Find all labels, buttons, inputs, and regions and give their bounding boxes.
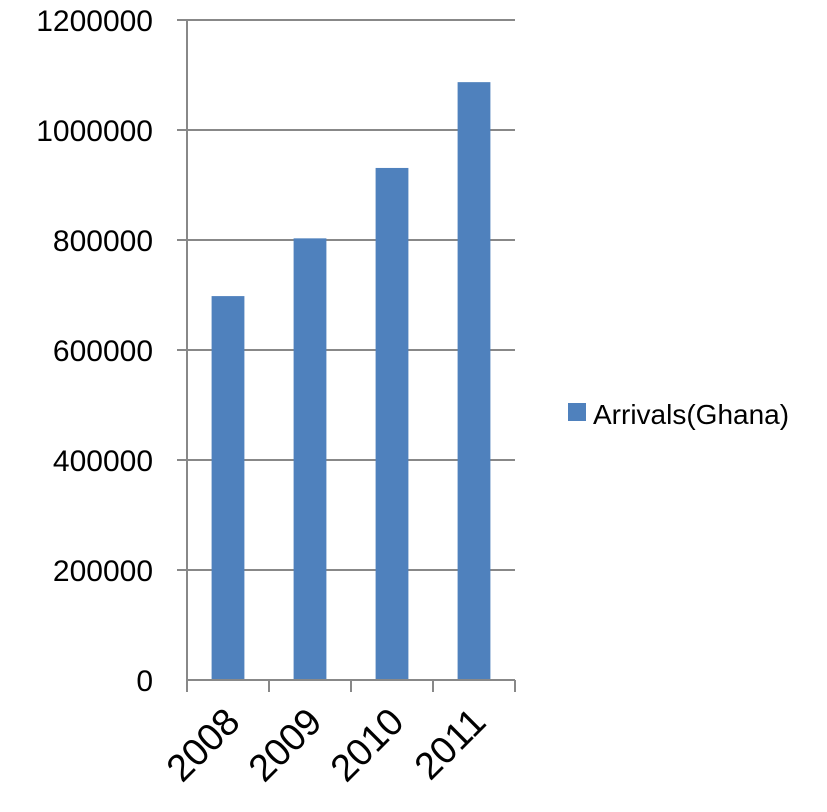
y-tick-label: 400000 — [53, 445, 153, 478]
legend-label: Arrivals(Ghana) — [593, 399, 789, 430]
y-tick-label: 200000 — [53, 555, 153, 588]
bar-2011 — [457, 82, 491, 680]
bars — [211, 82, 491, 680]
bar-2010 — [375, 167, 409, 680]
x-tick-label: 2008 — [159, 701, 248, 790]
y-tick-label: 1000000 — [36, 115, 153, 148]
y-tick-labels: 0 200000 400000 600000 800000 1000000 1200000 — [36, 5, 153, 698]
x-tick-label: 2009 — [241, 701, 330, 790]
bar-2008 — [211, 296, 245, 680]
bar-2009 — [293, 238, 327, 680]
y-tick-label: 1200000 — [36, 5, 153, 38]
legend: Arrivals(Ghana) — [568, 399, 789, 430]
x-ticks — [186, 680, 516, 692]
y-tick-label: 0 — [136, 665, 153, 698]
y-tick-label: 600000 — [53, 335, 153, 368]
legend-swatch — [568, 403, 586, 421]
x-tick-label: 2010 — [323, 701, 412, 790]
y-tick-label: 800000 — [53, 225, 153, 258]
x-tick-label: 2011 — [407, 701, 494, 788]
